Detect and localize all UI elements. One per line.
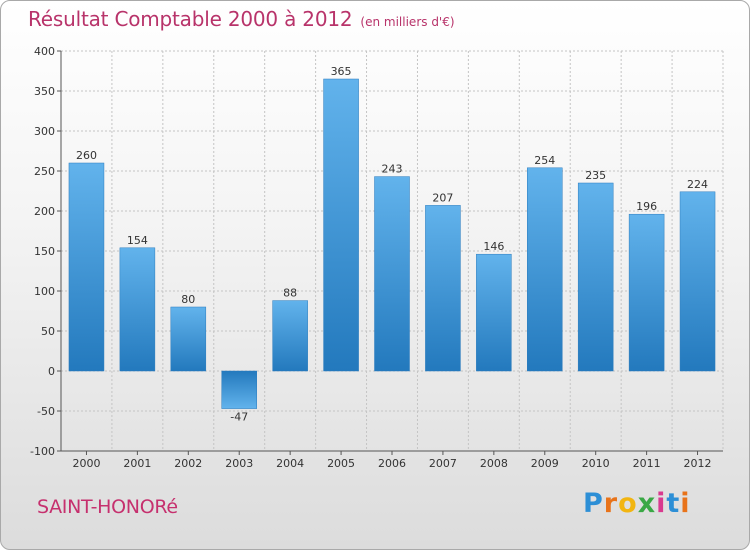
x-tick-label-2004: 2004 [276, 457, 304, 470]
bar-2006 [374, 176, 410, 372]
bar-2003 [221, 370, 257, 409]
data-label-2010: 235 [585, 169, 606, 182]
x-tick-label-2006: 2006 [378, 457, 406, 470]
y-tick-label: 250 [34, 165, 55, 178]
data-label-2011: 196 [636, 200, 657, 213]
data-label-2003: -47 [230, 411, 248, 424]
data-label-2001: 154 [127, 234, 148, 247]
y-tick-label: 400 [34, 45, 55, 58]
y-tick-label: 150 [34, 245, 55, 258]
logo-letter: i [656, 488, 667, 519]
y-tick-label: -100 [30, 445, 55, 458]
logo-letter: P [583, 488, 604, 519]
data-label-2005: 365 [331, 65, 352, 78]
commune-name: SAINT-HONORé [37, 496, 178, 518]
x-tick-label-2000: 2000 [72, 457, 100, 470]
proxiti-logo: Proxiti [583, 488, 691, 519]
y-tick-label: 0 [48, 365, 55, 378]
x-tick-label-2005: 2005 [327, 457, 355, 470]
bar-2004 [272, 300, 308, 372]
y-tick-label: 350 [34, 85, 55, 98]
bar-2012 [679, 191, 716, 372]
y-tick-label: 100 [34, 285, 55, 298]
bar-2010 [577, 182, 614, 372]
bar-2000 [68, 162, 105, 372]
x-tick-label-2001: 2001 [123, 457, 151, 470]
logo-letter: x [637, 488, 657, 519]
bar-2001 [119, 247, 156, 372]
chart-title-text: Résultat Comptable 2000 à 2012 [28, 7, 353, 31]
chart-title: Résultat Comptable 2000 à 2012 (en millie… [28, 7, 455, 31]
x-tick-label-2009: 2009 [531, 457, 559, 470]
chart-unit-note: (en milliers d'€) [360, 15, 455, 29]
logo-letter: i [680, 488, 691, 519]
bar-2002 [170, 306, 207, 372]
y-tick-label: -50 [37, 405, 55, 418]
data-label-2000: 260 [76, 149, 97, 162]
data-label-2012: 224 [687, 178, 708, 191]
x-tick-label-2011: 2011 [633, 457, 661, 470]
bar-2009 [527, 167, 563, 372]
bar-2005 [323, 78, 359, 372]
bar-2008 [476, 253, 512, 372]
x-tick-label-2007: 2007 [429, 457, 457, 470]
logo-letter: r [603, 488, 619, 519]
data-label-2002: 80 [181, 293, 195, 306]
bar-2007 [425, 205, 461, 372]
y-tick-label: 50 [41, 325, 55, 338]
data-label-2009: 254 [534, 154, 555, 167]
logo-letter: o [618, 488, 638, 519]
x-tick-label-2010: 2010 [582, 457, 610, 470]
bar-2011 [628, 213, 665, 372]
x-tick-label-2003: 2003 [225, 457, 253, 470]
data-label-2008: 146 [483, 240, 504, 253]
y-tick-label: 200 [34, 205, 55, 218]
data-label-2006: 243 [382, 163, 403, 176]
x-tick-label-2008: 2008 [480, 457, 508, 470]
logo-letter: t [666, 488, 681, 519]
y-tick-label: 300 [34, 125, 55, 138]
data-label-2007: 207 [432, 191, 453, 204]
data-label-2004: 88 [283, 287, 297, 300]
x-tick-label-2012: 2012 [684, 457, 712, 470]
x-tick-label-2002: 2002 [174, 457, 202, 470]
